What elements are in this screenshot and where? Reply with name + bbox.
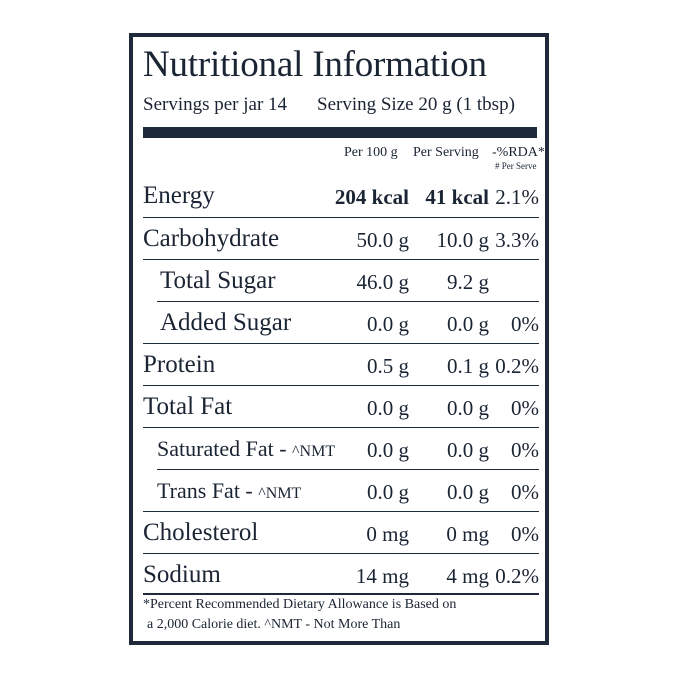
header-divider-bar [143,127,537,138]
row-divider [143,259,539,260]
nutrient-name: Protein [143,351,216,378]
nutrient-name: Trans Fat - ^NMT [157,476,301,509]
row-total-sugar: Total Sugar 46.0 g 9.2 g [143,259,539,301]
nmt-marker: ^NMT [258,485,302,502]
row-added-sugar: Added Sugar 0.0 g 0.0 g 0% [143,301,539,343]
value-per-serving: 0.1 g [447,354,489,378]
row-carbohydrate: Carbohydrate 50.0 g 10.0 g 3.3% [143,217,539,259]
value-per-100g: 50.0 g [356,228,410,252]
nutrition-label: Nutritional Information Servings per jar… [129,33,549,645]
row-divider [143,217,539,218]
value-rda: 3.3% [495,228,539,252]
row-sodium: Sodium 14 mg 4 mg 0.2% [143,553,539,595]
row-divider [143,343,539,344]
value-per-serving: 0.0 g [447,312,489,336]
row-divider [143,553,539,554]
value-per-100g: 0 mg [366,522,409,546]
nutrient-name: Total Fat [143,393,233,420]
value-per-serving: 41 kcal [425,185,489,209]
servings-per-jar: Servings per jar 14 [143,94,288,115]
row-total-fat: Total Fat 0.0 g 0.0 g 0% [143,385,539,427]
row-cholesterol: Cholesterol 0 mg 0 mg 0% [143,511,539,553]
value-per-100g: 0.5 g [367,354,409,378]
value-per-100g: 0.0 g [367,438,409,462]
value-per-serving: 0.0 g [447,480,489,504]
nutrient-name: Total Sugar [160,267,276,294]
value-per-serving: 9.2 g [447,270,489,294]
row-trans-fat: Trans Fat - ^NMT 0.0 g 0.0 g 0% [143,469,539,511]
row-divider [157,469,539,470]
value-per-100g: 14 mg [355,564,409,588]
nutrient-name: Sodium [143,561,221,588]
footnote: *Percent Recommended Dietary Allowance i… [143,595,541,635]
row-saturated-fat: Saturated Fat - ^NMT 0.0 g 0.0 g 0% [143,427,539,469]
nutrient-name: Energy [143,182,215,209]
value-per-100g: 0.0 g [367,396,409,420]
nutrient-name: Saturated Fat - ^NMT [157,434,335,467]
row-energy: Energy 204 kcal 41 kcal 2.1% [143,174,539,216]
nutrient-name: Cholesterol [143,519,259,546]
footnote-line-2: a 2,000 Calorie diet. ^NMT - Not More Th… [147,617,401,632]
row-divider [157,301,539,302]
column-header-per-100g: Per 100 g [344,145,398,160]
column-header-per-serving: Per Serving [413,145,479,160]
value-per-100g: 0.0 g [367,480,409,504]
value-rda: 0% [511,438,539,462]
nutrient-name: Carbohydrate [143,225,280,252]
row-protein: Protein 0.5 g 0.1 g 0.2% [143,343,539,385]
value-rda: 0% [511,396,539,420]
value-rda: 2.1% [495,185,539,209]
value-per-100g: 46.0 g [356,270,410,294]
servings-info: Servings per jar 14 Serving Size 20 g (1… [143,93,541,117]
value-per-serving: 0.0 g [447,438,489,462]
value-per-serving: 0 mg [446,522,489,546]
label-title: Nutritional Information [143,44,487,85]
column-header-rda-note: # Per Serve [495,161,537,171]
nutrient-name-text: Trans Fat - [157,478,259,503]
value-rda: 0% [511,480,539,504]
value-per-serving: 10.0 g [436,228,490,252]
row-divider [143,427,539,428]
value-per-serving: 4 mg [446,564,489,588]
nmt-marker: ^NMT [292,443,336,460]
footnote-line-1: *Percent Recommended Dietary Allowance i… [143,597,457,612]
value-per-100g: 204 kcal [334,185,409,209]
value-rda: 0.2% [495,564,539,588]
value-per-serving: 0.0 g [447,396,489,420]
footnote-divider [143,593,539,595]
value-per-100g: 0.0 g [367,312,409,336]
nutrient-name-text: Saturated Fat - [157,436,293,461]
column-header-rda: -%RDA* [492,145,545,160]
row-divider [143,385,539,386]
row-divider [143,511,539,512]
value-rda: 0.2% [495,354,539,378]
serving-size: Serving Size 20 g (1 tbsp) [317,94,515,115]
value-rda: 0% [511,312,539,336]
nutrient-name: Added Sugar [160,309,292,336]
value-rda: 0% [511,522,539,546]
